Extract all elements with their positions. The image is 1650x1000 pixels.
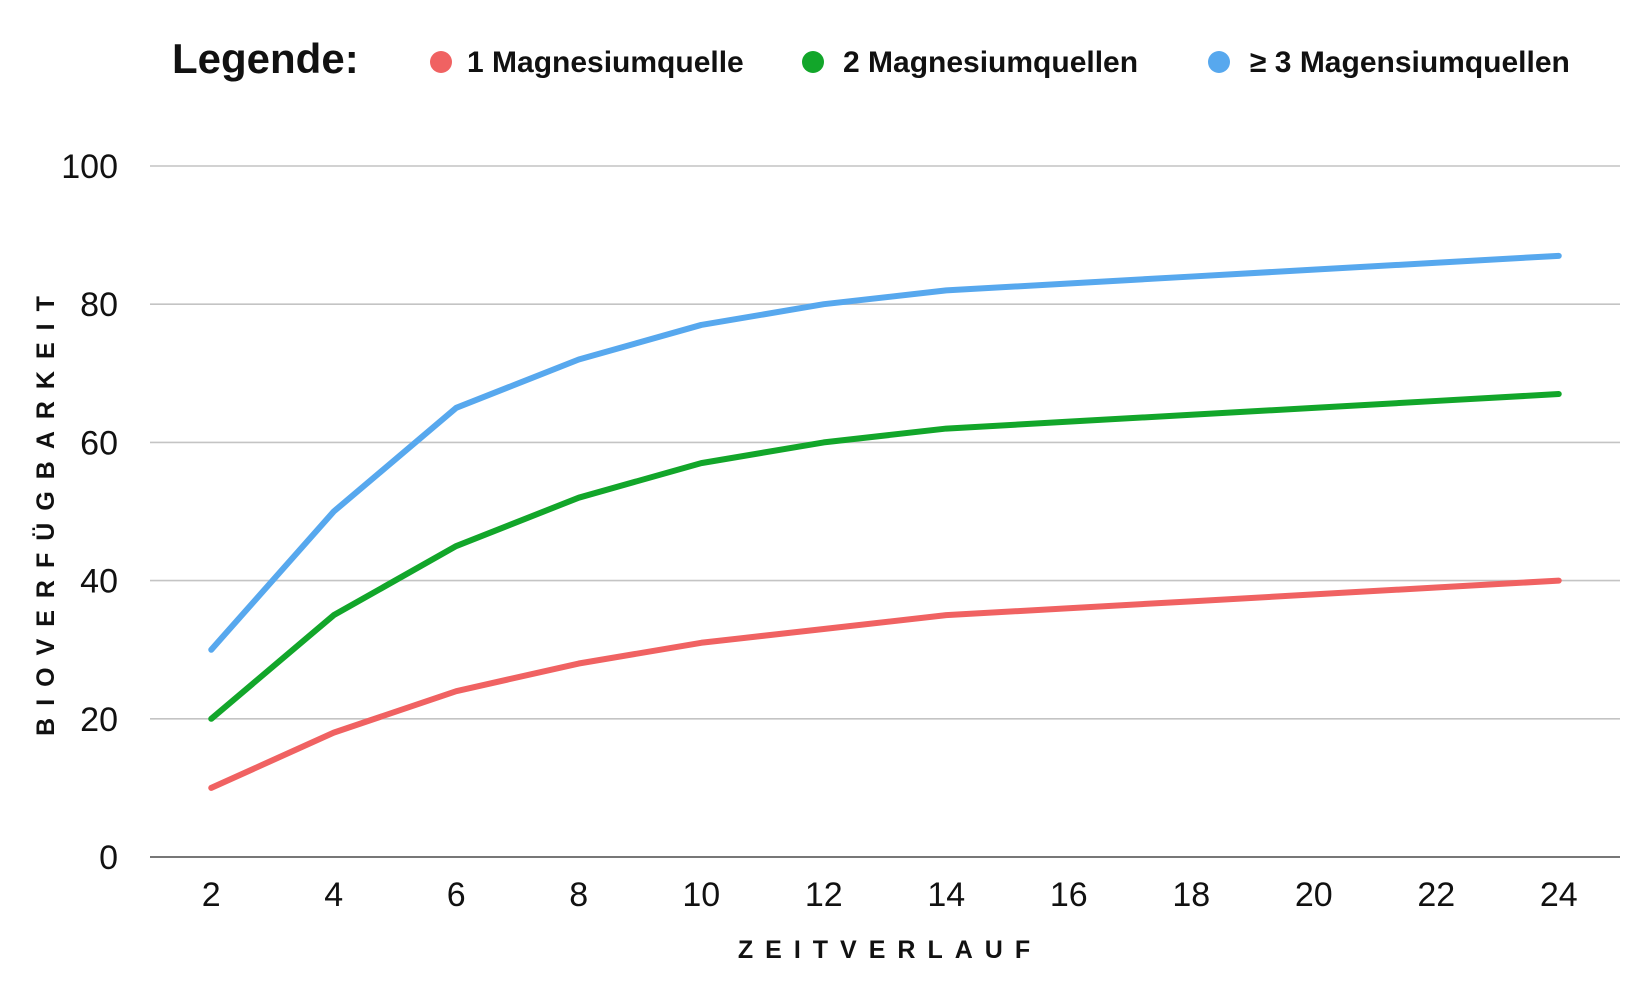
y-axis-ticks: 0 20 40 60 80 100 [61, 148, 118, 877]
y-tick-label: 60 [80, 424, 118, 462]
x-tick-label: 6 [447, 876, 466, 914]
x-axis-ticks: 2 4 6 8 10 12 14 16 18 20 22 24 [202, 876, 1578, 914]
legend: Legende: 1 Magnesiumquelle 2 Magnesiumque… [172, 35, 1570, 82]
x-tick-label: 10 [682, 876, 720, 914]
y-tick-label: 20 [80, 701, 118, 739]
y-tick-label: 0 [99, 839, 118, 877]
y-axis-title: BIOVERFÜGBARKEIT [31, 284, 60, 736]
legend-title: Legende: [172, 35, 359, 82]
legend-label-2: 2 Magnesiumquellen [843, 46, 1138, 79]
y-tick-label: 100 [61, 148, 118, 186]
series-line-1 [208, 577, 1562, 791]
x-tick-label: 14 [927, 876, 965, 914]
x-tick-label: 2 [202, 876, 221, 914]
x-tick-label: 24 [1540, 876, 1578, 914]
x-tick-label: 22 [1417, 876, 1455, 914]
x-tick-label: 12 [805, 876, 843, 914]
legend-label-1: 1 Magnesiumquelle [467, 46, 744, 79]
y-tick-label: 80 [80, 286, 118, 324]
x-tick-label: 8 [569, 876, 588, 914]
legend-label-3: ≥ 3 Magensiumquellen [1250, 46, 1570, 79]
grid [150, 165, 1620, 858]
legend-marker-2 [802, 51, 824, 73]
x-tick-label: 4 [324, 876, 343, 914]
legend-marker-1 [430, 51, 452, 73]
y-tick-label: 40 [80, 563, 118, 601]
legend-marker-3 [1208, 51, 1230, 73]
x-tick-label: 18 [1172, 876, 1210, 914]
series-line-3 [208, 252, 1562, 653]
series-line-2 [208, 391, 1562, 722]
x-tick-label: 20 [1295, 876, 1333, 914]
series-lines [208, 252, 1562, 791]
x-axis-title: ZEITVERLAUF [738, 936, 1042, 964]
x-tick-label: 16 [1050, 876, 1088, 914]
